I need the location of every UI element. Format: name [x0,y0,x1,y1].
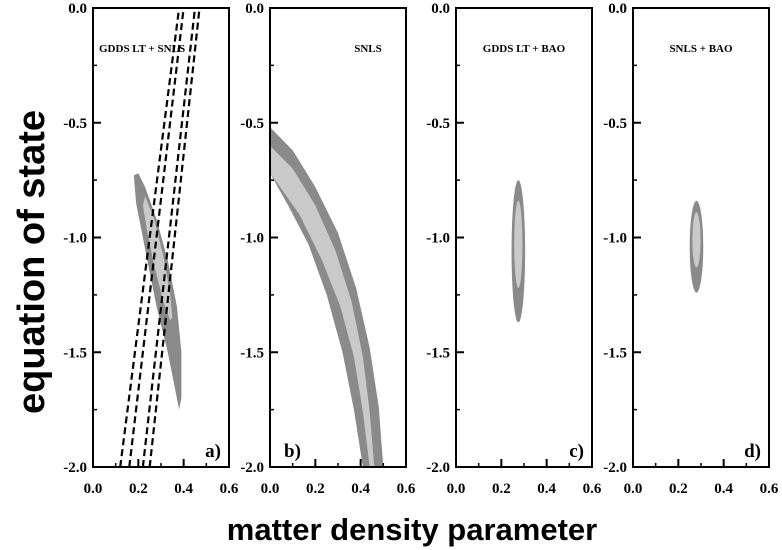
x-tick-label: 0.6 [397,481,416,497]
y-tick-label: -0.5 [63,116,87,132]
outer-contour [133,173,182,410]
y-tick-label: 0.0 [608,1,627,17]
panel-3: 0.0 -0.5 -1.0 -1.5 -2.0 0.0 0.2 0.4 0.6 GDDS LT +… [426,1,602,497]
panel-title: GDDS LT + SNLS [99,43,185,55]
panel-title: SNLS [354,43,382,55]
x-tick-label: 0.6 [583,481,602,497]
plot-area [119,8,201,467]
y-tick-label: -1.5 [63,345,87,361]
x-tick-label: 0.2 [669,481,688,497]
inner-contour [514,200,523,288]
x-tick-label: 0.4 [174,481,193,497]
y-tick-label: -1.5 [426,345,450,361]
y-tick-label: -2.0 [426,460,450,476]
panel-1: 0.0 -0.5 -1.0 -1.5 -2.0 0.0 0.2 0.4 0.6 GDDS LT +… [63,1,239,497]
panel-letter: a) [205,441,221,462]
x-tick-label: 0.0 [84,481,103,497]
dashed-band-line [128,8,185,467]
y-tick-label: -2.0 [63,460,87,476]
x-tick-label: 0.4 [537,481,556,497]
x-tick-label: 0.4 [351,481,370,497]
panel-letter: c) [569,441,584,462]
panel-2: 0.0 -0.5 -1.0 -1.5 -2.0 0.0 0.2 0.4 0.6 SNLS b) [240,1,416,497]
y-tick-label: -0.5 [603,116,627,132]
y-tick-label: -2.0 [240,460,264,476]
x-tick-label: 0.2 [129,481,148,497]
panel-title: SNLS + BAO [669,43,733,55]
inner-contour [270,145,375,467]
y-axis-label: equation of state [11,110,53,414]
x-tick-label: 0.0 [261,481,280,497]
inner-contour [142,196,173,321]
y-tick-label: -1.5 [240,345,264,361]
panel-letter: d) [744,441,761,462]
plot-area [270,127,384,467]
inner-contour [692,212,701,268]
y-tick-label: 0.0 [431,1,450,17]
y-tick-label: -1.0 [426,231,450,247]
panel-title: GDDS LT + BAO [483,43,566,55]
x-tick-label: 0.2 [492,481,511,497]
x-tick-label: 0.0 [447,481,466,497]
x-axis-label: matter density parameter [227,512,597,547]
x-tick-label: 0.0 [624,481,643,497]
y-tick-label: -0.5 [240,116,264,132]
x-tick-label: 0.2 [306,481,325,497]
x-tick-label: 0.6 [760,481,779,497]
y-tick-label: -0.5 [426,116,450,132]
panels: 0.0 -0.5 -1.0 -1.5 -2.0 0.0 0.2 0.4 0.6 GDDS LT +… [63,1,779,497]
panel-letter: b) [284,441,301,462]
y-tick-label: -1.5 [603,345,627,361]
x-tick-label: 0.4 [714,481,733,497]
y-tick-label: 0.0 [68,1,87,17]
dashed-band-line [119,8,181,467]
y-tick-label: -1.0 [63,231,87,247]
y-tick-label: -1.0 [240,231,264,247]
y-tick-label: 0.0 [245,1,264,17]
panel-4: 0.0 -0.5 -1.0 -1.5 -2.0 0.0 0.2 0.4 0.6 SNLS + BA… [603,1,779,497]
plot-area [689,200,704,293]
y-tick-label: -1.0 [603,231,627,247]
x-tick-label: 0.6 [220,481,239,497]
plot-area [511,180,526,323]
y-tick-label: -2.0 [603,460,627,476]
